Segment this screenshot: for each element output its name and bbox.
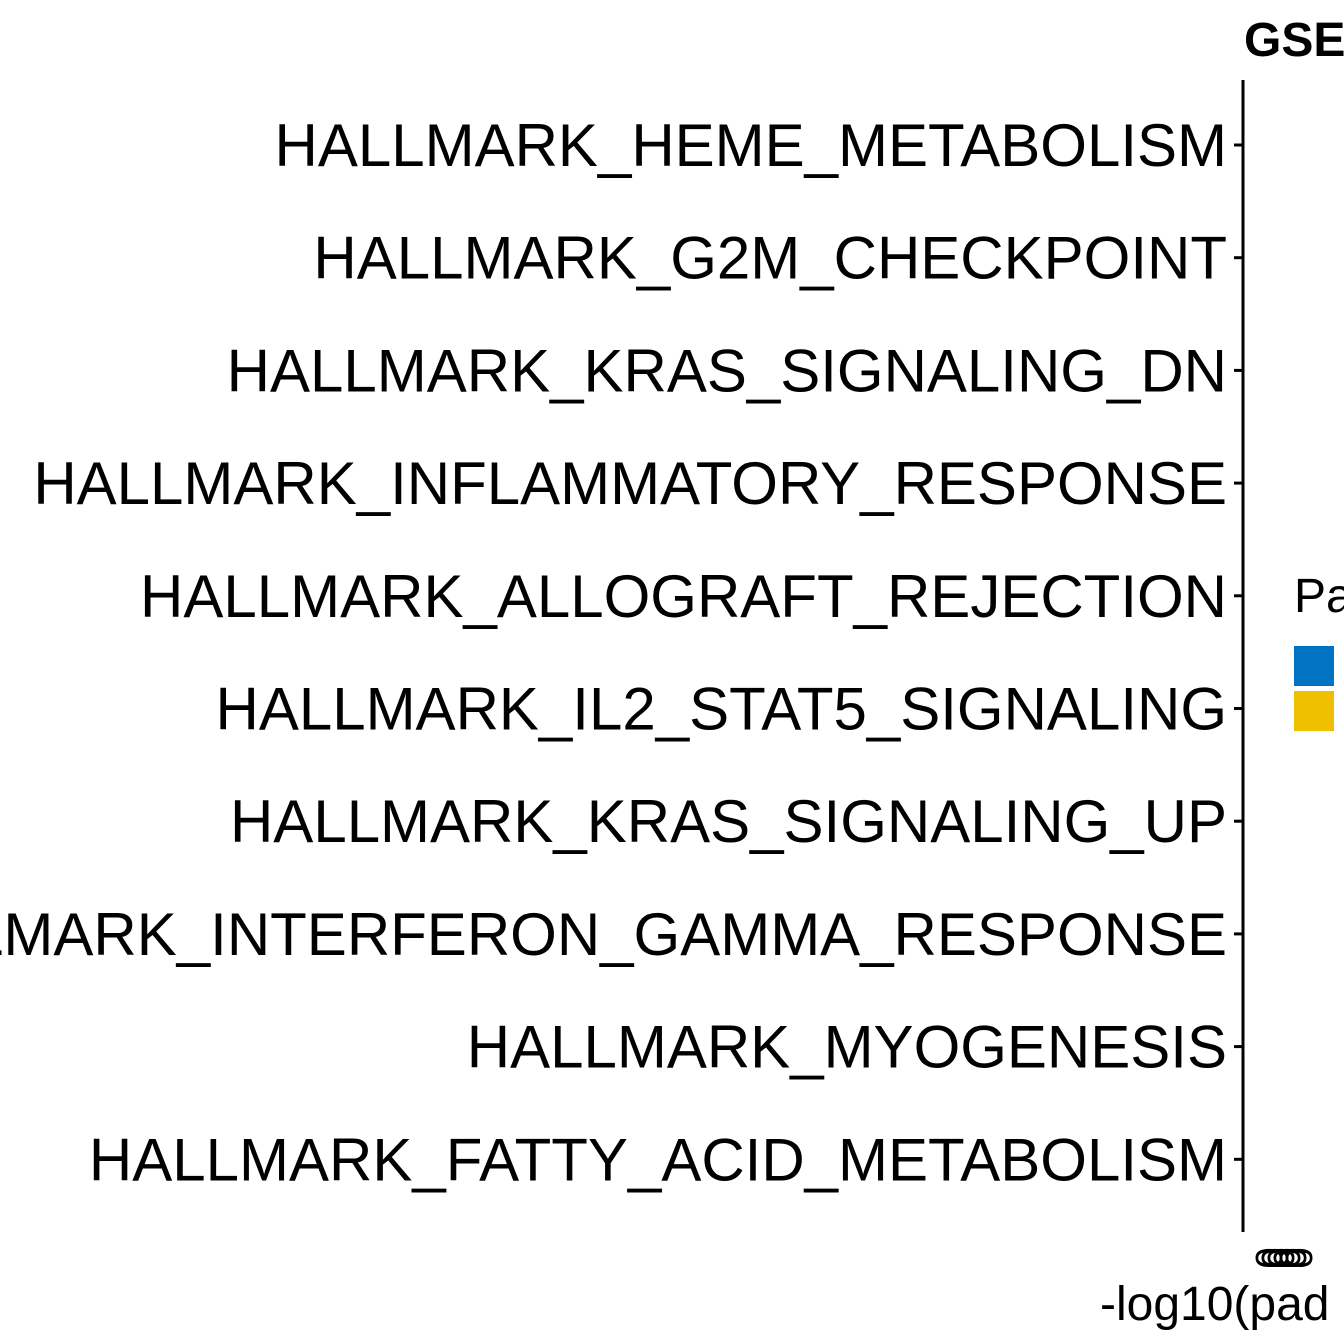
legend-title: Pa: [1294, 570, 1344, 623]
y-tick-label: HALLMARK_HEME_METABOLISM: [275, 112, 1227, 179]
x-axis-title: -log10(pad: [1100, 1278, 1330, 1331]
x-tick-label: 0: [1277, 1247, 1319, 1268]
category-labels: HALLMARK_HEME_METABOLISM HALLMARK_G2M_CHE…: [0, 112, 1227, 1193]
x-tick-label: 0: [1253, 1247, 1295, 1268]
legend-key-swatch: [1294, 646, 1334, 686]
y-tick-label: HALLMARK_KRAS_SIGNALING_UP: [230, 788, 1227, 855]
y-tick-label: HALLMARK_INFLAMMATORY_RESPONSE: [33, 450, 1227, 517]
y-tick-label: HALLMARK_FATTY_ACID_METABOLISM: [89, 1126, 1227, 1193]
x-tick-label: 0: [1271, 1247, 1313, 1268]
x-tick-label: 0: [1265, 1247, 1307, 1268]
x-tick-label: 0: [1247, 1247, 1289, 1268]
y-axis: [1234, 80, 1245, 1232]
y-tick-label: HALLMARK_KRAS_SIGNALING_DN: [227, 337, 1227, 404]
y-tick-label: HALLMARK_MYOGENESIS: [467, 1014, 1227, 1081]
chart-title: GSE: [1244, 14, 1344, 67]
y-tick-label: HALLMARK_IL2_STAT5_SIGNALING: [215, 676, 1227, 743]
x-tick-label: 0: [1259, 1247, 1301, 1268]
y-tick-label: HALLMARK_ALLOGRAFT_REJECTION: [140, 563, 1227, 630]
y-tick-label: HALLMARK_G2M_CHECKPOINT: [313, 225, 1227, 292]
legend-keys: [1294, 646, 1334, 731]
y-tick-label: HALLMARK_INTERFERON_GAMMA_RESPONSE: [0, 901, 1227, 968]
legend-key-swatch: [1294, 691, 1334, 731]
